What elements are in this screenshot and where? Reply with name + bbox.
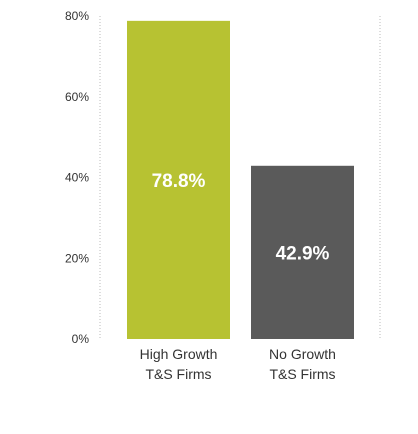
category-labels: High Growth T&S Firms No Growth T&S Firms xyxy=(140,346,336,382)
y-tick-label: 60% xyxy=(65,90,89,104)
value-label: 42.9% xyxy=(276,243,330,264)
y-tick-label: 80% xyxy=(65,9,89,23)
category-label: High Growth xyxy=(140,346,218,362)
y-tick-label: 40% xyxy=(65,171,89,185)
value-labels: 78.8% 42.9% xyxy=(152,171,330,264)
bars xyxy=(127,20,354,339)
category-label: No Growth xyxy=(269,346,336,362)
bar xyxy=(251,165,354,339)
y-tick-label: 0% xyxy=(72,332,90,346)
y-axis-ticks: 0% 20% 40% 60% 80% xyxy=(65,9,89,346)
category-label: T&S Firms xyxy=(269,366,335,382)
category-label: T&S Firms xyxy=(145,366,211,382)
y-tick-label: 20% xyxy=(65,251,89,265)
value-label: 78.8% xyxy=(152,171,206,192)
bar xyxy=(127,20,230,339)
